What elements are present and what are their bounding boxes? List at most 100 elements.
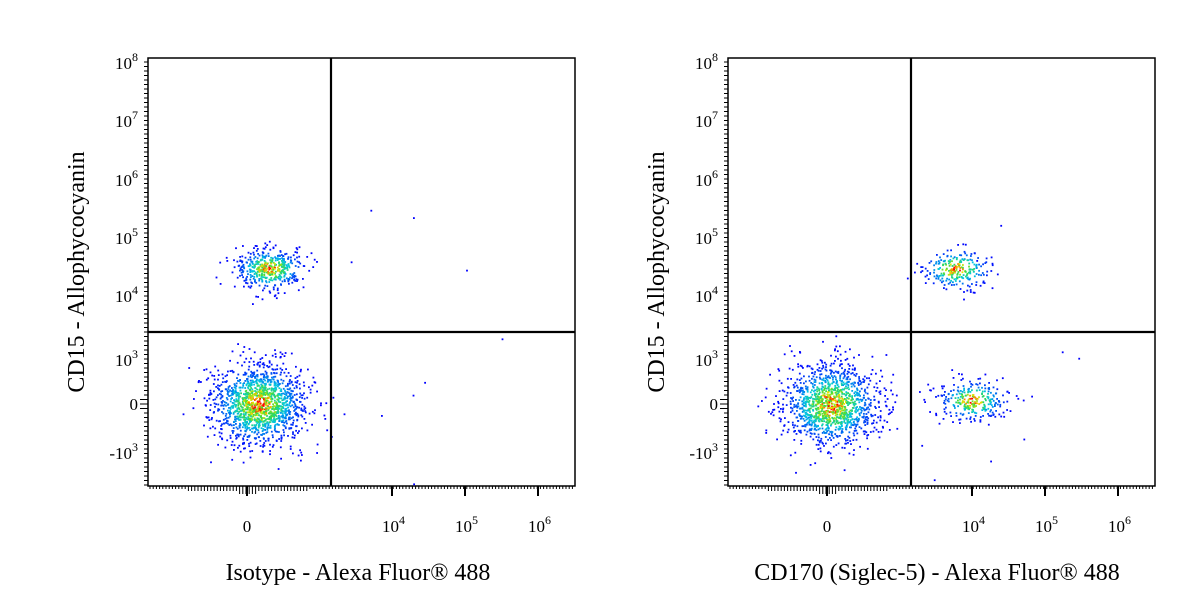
event-dot: [825, 411, 828, 413]
event-dot: [256, 274, 258, 276]
event-dot: [294, 404, 297, 407]
event-dot: [242, 437, 244, 440]
event-dot: [933, 264, 935, 267]
event-dot: [247, 258, 250, 261]
event-dot: [843, 419, 846, 422]
event-dot: [271, 434, 274, 437]
event-dot: [975, 284, 978, 286]
event-dot: [309, 388, 312, 391]
x-axis-ticks: [149, 486, 573, 496]
event-dot: [953, 266, 956, 269]
event-dot: [262, 405, 265, 407]
event-dot: [855, 425, 857, 428]
event-dot: [247, 375, 250, 378]
event-dot: [971, 408, 974, 411]
event-dot: [246, 392, 248, 394]
event-dot: [264, 440, 267, 442]
event-dot: [989, 399, 992, 402]
event-dot: [946, 399, 949, 402]
event-dot: [258, 274, 261, 277]
event-dot: [222, 412, 225, 415]
event-dot: [253, 437, 256, 439]
event-dot: [991, 398, 994, 400]
event-dot: [863, 415, 865, 418]
event-dot: [273, 426, 276, 429]
event-dot: [850, 385, 853, 388]
event-dot: [978, 396, 980, 399]
event-dot: [809, 428, 811, 431]
event-dot: [269, 291, 272, 294]
event-dot: [235, 423, 237, 425]
event-dot: [953, 284, 955, 286]
event-dot: [303, 418, 306, 420]
event-dot: [289, 448, 292, 450]
event-dot: [841, 397, 844, 400]
event-dot: [220, 401, 223, 403]
event-dot: [945, 412, 948, 415]
event-dot: [976, 400, 978, 402]
event-dot: [787, 421, 790, 423]
event-dot: [262, 362, 265, 364]
event-dot: [975, 397, 978, 400]
event-dot: [823, 420, 825, 423]
event-dot: [937, 260, 940, 262]
event-dot: [256, 260, 259, 262]
event-dot: [252, 303, 254, 305]
event-dot: [237, 392, 240, 395]
event-dot: [956, 273, 959, 276]
event-dot: [780, 433, 783, 436]
event-dot: [245, 428, 248, 431]
event-dot: [242, 398, 244, 401]
event-dot: [789, 392, 792, 394]
event-dot: [969, 401, 972, 404]
event-dot: [274, 382, 277, 384]
event-dot: [951, 369, 954, 371]
event-dot: [818, 367, 821, 369]
event-dot: [229, 437, 232, 439]
event-dot: [800, 431, 802, 434]
event-dot: [984, 373, 987, 376]
event-dot: [945, 279, 948, 282]
event-dot: [254, 430, 257, 433]
event-dot: [947, 273, 950, 276]
event-dot: [862, 378, 865, 381]
event-dot: [834, 360, 836, 362]
event-dot: [239, 418, 242, 421]
event-dot: [279, 446, 282, 449]
event-dot: [275, 439, 278, 442]
event-dot: [236, 427, 239, 430]
event-dot: [254, 280, 256, 283]
event-dot: [276, 418, 278, 420]
event-dot: [830, 407, 832, 409]
event-dot: [834, 376, 837, 379]
event-dot: [236, 391, 239, 394]
event-dot: [847, 397, 850, 400]
event-dot: [841, 363, 843, 365]
event-dot: [807, 416, 810, 419]
event-dot: [957, 396, 960, 399]
event-dot: [292, 431, 294, 434]
event-dot: [809, 415, 812, 418]
event-dot: [806, 390, 809, 393]
event-dot: [987, 413, 989, 415]
event-dot: [857, 399, 860, 401]
event-dot: [772, 414, 775, 417]
event-dot: [243, 447, 245, 450]
event-dot: [964, 394, 967, 397]
event-dot: [867, 406, 869, 409]
event-dot: [264, 413, 266, 416]
event-dot: [261, 380, 264, 383]
event-dot: [825, 442, 827, 445]
event-dot: [261, 254, 264, 257]
event-dot: [949, 273, 952, 276]
event-dot: [258, 365, 261, 368]
event-dot: [955, 269, 958, 271]
event-dot: [808, 420, 811, 423]
event-dot: [253, 270, 255, 273]
event-dot: [805, 416, 807, 418]
event-dot: [235, 247, 237, 250]
event-dot: [268, 361, 271, 364]
event-dot: [230, 424, 233, 427]
event-dot: [847, 384, 850, 386]
event-dot: [826, 415, 829, 417]
